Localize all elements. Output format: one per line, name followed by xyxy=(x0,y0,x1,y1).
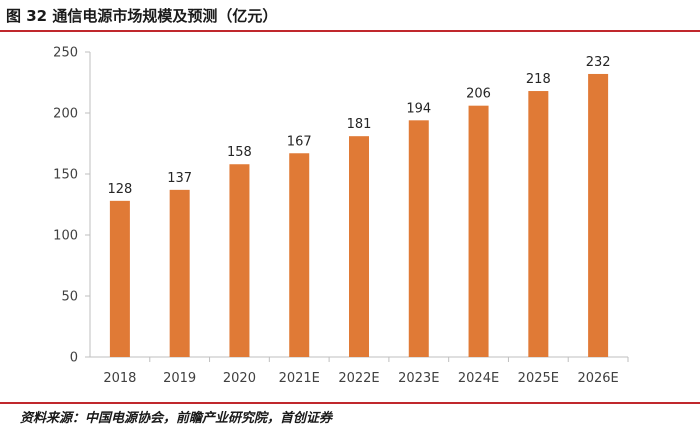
x-tick-label: 2025E xyxy=(518,371,559,386)
data-label: 218 xyxy=(526,72,551,87)
top-divider xyxy=(0,30,700,32)
data-label: 167 xyxy=(287,134,312,149)
bar xyxy=(528,91,549,357)
data-label: 194 xyxy=(406,101,431,116)
x-tick-label: 2024E xyxy=(458,371,499,386)
x-tick-label: 2026E xyxy=(577,371,618,386)
bar-chart: 0 50 100 150 200 250 128 2018 137 2019 158 2020 167 2… xyxy=(53,46,629,386)
data-label: 232 xyxy=(586,55,611,70)
x-tick-label: 2023E xyxy=(398,371,439,386)
y-tick-label: 0 xyxy=(70,351,78,366)
y-tick-label: 100 xyxy=(53,229,78,244)
data-label: 128 xyxy=(107,182,132,197)
x-tick-label: 2020 xyxy=(223,371,256,386)
data-label: 137 xyxy=(167,171,192,186)
bar xyxy=(588,73,609,358)
data-label: 206 xyxy=(466,87,491,102)
y-tick-label: 250 xyxy=(53,46,78,61)
x-tick-label: 2021E xyxy=(279,371,320,386)
data-label: 158 xyxy=(227,145,252,160)
source-note: 资料来源：中国电源协会，前瞻产业研究院，首创证券 xyxy=(20,411,333,426)
y-tick-label: 50 xyxy=(61,290,78,305)
bottom-divider xyxy=(0,402,700,404)
bar xyxy=(468,105,489,358)
y-tick-label: 150 xyxy=(53,168,78,183)
y-tick-label: 200 xyxy=(53,107,78,122)
x-tick-label: 2019 xyxy=(163,371,196,386)
bar xyxy=(408,120,429,357)
bar xyxy=(169,189,190,357)
bar xyxy=(109,200,130,357)
x-tick-label: 2018 xyxy=(103,371,136,386)
data-label: 181 xyxy=(347,117,372,132)
bar xyxy=(289,153,310,357)
figure-title: 图 32 通信电源市场规模及预测（亿元） xyxy=(6,7,278,25)
x-tick-label: 2022E xyxy=(338,371,379,386)
bar xyxy=(349,136,369,357)
bar xyxy=(229,164,250,357)
